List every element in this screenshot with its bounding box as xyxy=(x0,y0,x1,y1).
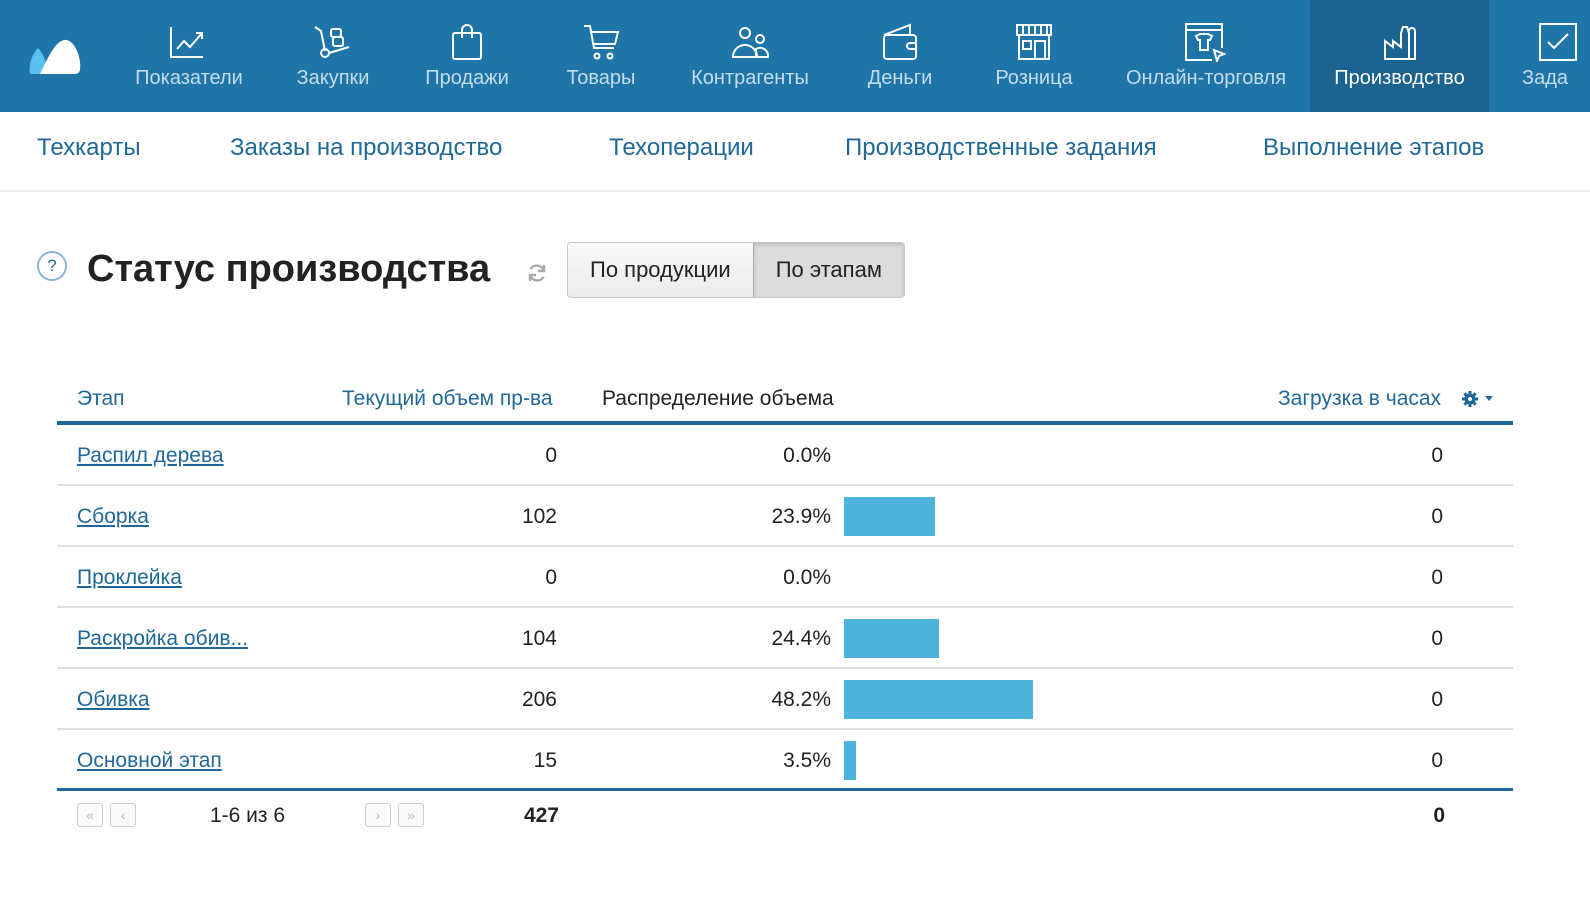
nav-item-counterparties[interactable]: Контрагенты xyxy=(674,0,826,112)
volume-value: 0 xyxy=(545,566,557,589)
nav-label: Показатели xyxy=(135,67,243,89)
view-toggle: По продукции По этапам xyxy=(567,242,905,298)
load-value: 0 xyxy=(1431,688,1443,711)
stage-link[interactable]: Раскройка обив... xyxy=(77,627,249,650)
store-icon xyxy=(1016,24,1052,60)
nav-label: Товары xyxy=(566,67,636,89)
nav-label: Производство xyxy=(1334,67,1465,89)
percent-value: 0.0% xyxy=(783,566,831,589)
next-page-button[interactable]: › xyxy=(365,803,391,827)
stage-link[interactable]: Сборка xyxy=(77,505,149,528)
last-page-button[interactable]: » xyxy=(398,803,424,827)
percent-value: 23.9% xyxy=(771,505,831,528)
percent-value: 3.5% xyxy=(783,749,831,772)
total-load: 0 xyxy=(1433,804,1445,827)
load-value: 0 xyxy=(1431,505,1443,528)
column-header-load[interactable]: Загрузка в часах xyxy=(1278,387,1442,410)
pagination-info: 1-6 из 6 xyxy=(210,804,286,827)
nav-item-goods[interactable]: Товары xyxy=(552,0,650,112)
table-row: Проклейка 0 0.0% 0 xyxy=(57,547,1513,608)
nav-item-sales[interactable]: Продажи xyxy=(410,0,524,112)
nav-item-tasks[interactable]: Зада xyxy=(1510,0,1590,112)
nav-label: Продажи xyxy=(425,67,509,89)
nav-label: Зада xyxy=(1522,67,1568,89)
shopping-bag-icon xyxy=(452,24,482,60)
volume-value: 15 xyxy=(533,749,557,772)
table-row: Сборка 102 23.9% 0 xyxy=(57,486,1513,547)
percent-value: 24.4% xyxy=(771,627,831,650)
nav-item-purchases[interactable]: Закупки xyxy=(280,0,386,112)
factory-icon xyxy=(1383,26,1416,60)
table-row: Раскройка обив... 104 24.4% 0 xyxy=(57,608,1513,669)
volume-value: 206 xyxy=(521,688,557,711)
load-value: 0 xyxy=(1431,444,1443,467)
nav-label: Закупки xyxy=(296,67,370,89)
load-value: 0 xyxy=(1431,627,1443,650)
load-value: 0 xyxy=(1431,566,1443,589)
nav-item-online-trade[interactable]: Онлайн-торговля xyxy=(1110,0,1302,112)
chart-line-icon xyxy=(170,27,203,58)
column-header-stage[interactable]: Этап xyxy=(77,387,125,410)
distribution-bar xyxy=(844,680,1033,719)
subnav-tech-operations[interactable]: Техоперации xyxy=(609,134,754,161)
refresh-icon[interactable] xyxy=(526,262,548,284)
percent-value: 0.0% xyxy=(783,444,831,467)
subnav-stage-execution[interactable]: Выполнение этапов xyxy=(1263,134,1485,161)
distribution-bar xyxy=(844,741,856,780)
sub-navigation: Техкарты Заказы на производство Техопера… xyxy=(0,112,1590,192)
total-volume: 427 xyxy=(523,804,559,827)
online-store-icon xyxy=(1185,23,1227,62)
checkbox-icon xyxy=(1539,23,1577,61)
distribution-bar xyxy=(844,619,939,658)
nav-item-retail[interactable]: Розница xyxy=(980,0,1088,112)
help-icon[interactable]: ? xyxy=(37,251,67,281)
nav-label: Розница xyxy=(995,67,1073,89)
table-header: Этап Текущий объем пр-ва Распределение о… xyxy=(57,375,1513,425)
nav-item-indicators[interactable]: Показатели xyxy=(120,0,258,112)
stage-link[interactable]: Основной этап xyxy=(77,749,222,772)
stages-table: Этап Текущий объем пр-ва Распределение о… xyxy=(57,375,1513,841)
load-value: 0 xyxy=(1431,749,1443,772)
top-navigation: Показатели Закупки Продажи Товары Контра… xyxy=(0,0,1590,112)
toggle-by-product[interactable]: По продукции xyxy=(568,243,753,297)
table-row: Основной этап 15 3.5% 0 xyxy=(57,730,1513,791)
column-header-distribution: Распределение объема xyxy=(602,387,834,410)
volume-value: 0 xyxy=(545,444,557,467)
volume-value: 104 xyxy=(521,627,557,650)
percent-value: 48.2% xyxy=(771,688,831,711)
nav-label: Деньги xyxy=(867,67,933,89)
table-row: Распил дерева 0 0.0% 0 xyxy=(57,425,1513,486)
volume-value: 102 xyxy=(521,505,557,528)
stage-link[interactable]: Проклейка xyxy=(77,566,182,589)
stage-link[interactable]: Обивка xyxy=(77,688,150,711)
nav-item-production[interactable]: Производство xyxy=(1310,0,1489,112)
hand-truck-icon xyxy=(314,26,350,58)
nav-item-money[interactable]: Деньги xyxy=(850,0,950,112)
toggle-by-stage[interactable]: По этапам xyxy=(752,243,904,297)
wallet-icon xyxy=(883,23,917,60)
table-footer: « ‹ 1-6 из 6 › » 427 0 xyxy=(57,791,1513,841)
stage-link[interactable]: Распил дерева xyxy=(77,444,224,467)
cart-icon xyxy=(584,25,620,60)
prev-page-button[interactable]: ‹ xyxy=(110,803,136,827)
nav-label: Контрагенты xyxy=(691,67,809,89)
distribution-bar xyxy=(844,497,935,536)
page-title: Статус производства xyxy=(87,248,491,290)
logo-icon[interactable] xyxy=(28,36,84,76)
column-header-volume[interactable]: Текущий объем пр-ва xyxy=(342,387,553,410)
table-row: Обивка 206 48.2% 0 xyxy=(57,669,1513,730)
people-icon xyxy=(731,27,770,58)
subnav-tech-cards[interactable]: Техкарты xyxy=(37,134,141,161)
nav-label: Онлайн-торговля xyxy=(1125,67,1287,89)
settings-gear-icon[interactable] xyxy=(1461,389,1497,409)
subnav-production-orders[interactable]: Заказы на производство xyxy=(230,134,503,161)
subnav-production-tasks[interactable]: Производственные задания xyxy=(845,134,1157,161)
first-page-button[interactable]: « xyxy=(77,803,103,827)
